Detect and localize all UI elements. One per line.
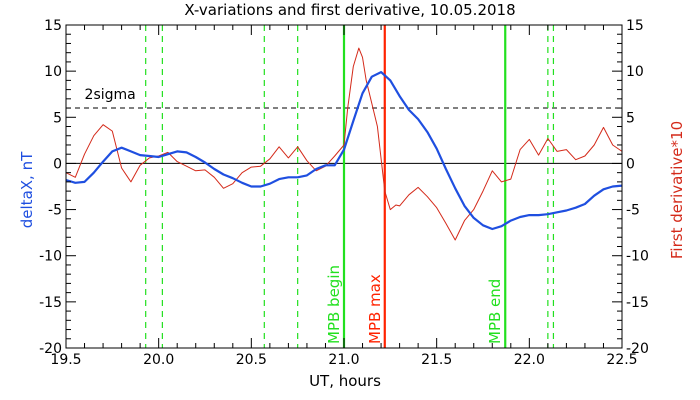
- mpb-label-2: MPB end: [486, 279, 504, 344]
- x-tick-label: 20.5: [236, 352, 267, 368]
- x-tick-label: 19.5: [50, 352, 81, 368]
- x-tick-label: 21.0: [328, 352, 359, 368]
- y-tick-label-left: 10: [44, 64, 62, 80]
- y-axis-label-left: deltaX, nT: [18, 151, 36, 228]
- y-tick-label-right: 15: [626, 18, 644, 34]
- y-tick-label-left: -10: [39, 249, 62, 265]
- y-tick-label-right: 0: [626, 156, 635, 172]
- y-tick-label-left: -15: [39, 295, 62, 311]
- deltaX-series-line: [65, 70, 623, 231]
- mpb-label-1: MPB max: [366, 274, 384, 344]
- y-tick-label-right: 10: [626, 64, 644, 80]
- y-tick-label-left: 5: [53, 110, 62, 126]
- mpb-label-0: MPB begin: [325, 265, 343, 344]
- threshold-label: 2sigma: [85, 87, 136, 103]
- y-tick-label-right: -15: [626, 295, 649, 311]
- y-axis-label-right: First derivative*10: [668, 121, 686, 259]
- x-axis-label: UT, hours: [309, 372, 381, 390]
- x-tick-label: 20.0: [143, 352, 174, 368]
- y-tick-label-left: 15: [44, 18, 62, 34]
- y-tick-label-right: -5: [626, 203, 640, 219]
- y-tick-label-right: -20: [626, 341, 649, 357]
- y-tick-label-right: 5: [626, 110, 635, 126]
- derivative-series-line: [65, 47, 623, 241]
- y-tick-label-left: -20: [39, 341, 62, 357]
- y-tick-label-left: 0: [53, 156, 62, 172]
- x-tick-label: 21.5: [421, 352, 452, 368]
- y-tick-label-left: -5: [48, 203, 62, 219]
- y-tick-label-right: -10: [626, 249, 649, 265]
- plot-area: 2sigma MPB begin MPB max MPB end 19.5 20.0 20.…: [39, 18, 649, 368]
- chart-title: X-variations and first derivative, 10.05…: [184, 1, 515, 19]
- x-tick-label: 22.5: [606, 352, 637, 368]
- x-tick-label: 22.0: [514, 352, 545, 368]
